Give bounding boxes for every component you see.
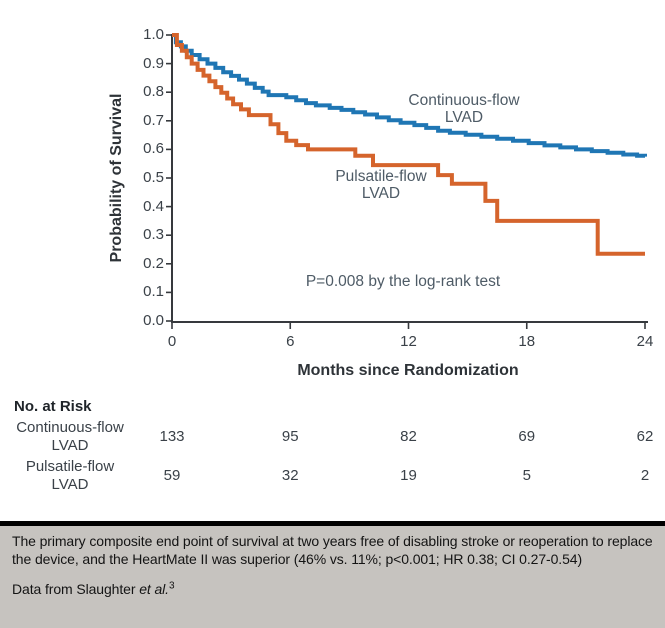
risk-value-row2-month6: 32 [281,467,299,484]
x-tick-label-18: 18 [518,333,536,350]
caption-source: Data from Slaughter et al.3 [12,581,653,597]
y-tick-label-0.2: 0.2 [143,254,164,272]
y-tick-label-0.8: 0.8 [143,83,164,101]
x-tick-label-24: 24 [636,333,654,350]
risk-value-row2-month24: 2 [640,467,650,484]
risk-row-label-pulsatile-line1: Pulsatile-flow [25,458,115,475]
risk-value-row2-month0: 59 [163,467,181,484]
pulsatile-flow-curve-label-line2: LVAD [361,185,401,202]
continuous-flow-curve-label-line2: LVAD [444,109,484,126]
y-tick-label-0.4: 0.4 [143,197,164,215]
y-tick-label-0.9: 0.9 [143,54,164,72]
continuous-flow-curve-label-line1: Continuous-flow [408,92,520,109]
risk-row-label-continuous: Continuous-flow LVAD [8,419,132,455]
x-axis-title: Months since Randomization [297,362,519,379]
survival-chart-canvas [166,33,648,329]
risk-table-title: No. at Risk [14,398,92,415]
caption-panel: The primary composite end point of survi… [0,521,665,628]
x-tick-label-6: 6 [286,333,295,350]
y-tick-label-1.0: 1.0 [143,26,164,43]
risk-value-row1-month0: 133 [159,428,185,445]
caption-source-etal: et al. [139,581,169,597]
survival-curve-continuous-flow [172,33,647,158]
y-tick-label-0.7: 0.7 [143,111,164,129]
caption-body: The primary composite end point of survi… [12,533,653,567]
y-tick-label-0.1: 0.1 [143,283,164,301]
risk-value-row1-month18: 69 [518,428,536,445]
log-rank-p-value: P=0.008 by the log-rank test [305,273,501,290]
risk-value-row2-month12: 19 [400,467,417,484]
y-tick-label-0.6: 0.6 [143,140,164,158]
risk-row-label-continuous-line1: Continuous-flow [16,419,124,436]
risk-row-label-pulsatile: Pulsatile-flow LVAD [8,458,132,494]
risk-row-label-pulsatile-line2: LVAD [51,476,89,493]
continuous-flow-curve-label: Continuous-flow LVAD [408,92,519,126]
caption-source-prefix: Data from Slaughter [12,581,140,597]
risk-value-row1-month12: 82 [400,428,417,445]
y-tick-label-0.5: 0.5 [143,169,164,186]
x-tick-label-12: 12 [400,333,417,350]
pulsatile-flow-curve-label-line1: Pulsatile-flow [335,168,427,185]
caption-source-ref-number: 3 [168,580,175,592]
risk-value-row1-month6: 95 [281,428,299,445]
risk-value-row2-month18: 5 [522,467,531,484]
x-tick-label-0: 0 [167,333,177,350]
pulsatile-flow-curve-label: Pulsatile-flow LVAD [335,168,426,202]
risk-row-label-continuous-line2: LVAD [51,437,89,454]
y-tick-label-0.3: 0.3 [143,226,164,244]
survival-curve-pulsatile-flow [172,33,645,256]
y-tick-label-0.0: 0.0 [143,312,164,329]
risk-value-row1-month24: 62 [636,428,654,445]
